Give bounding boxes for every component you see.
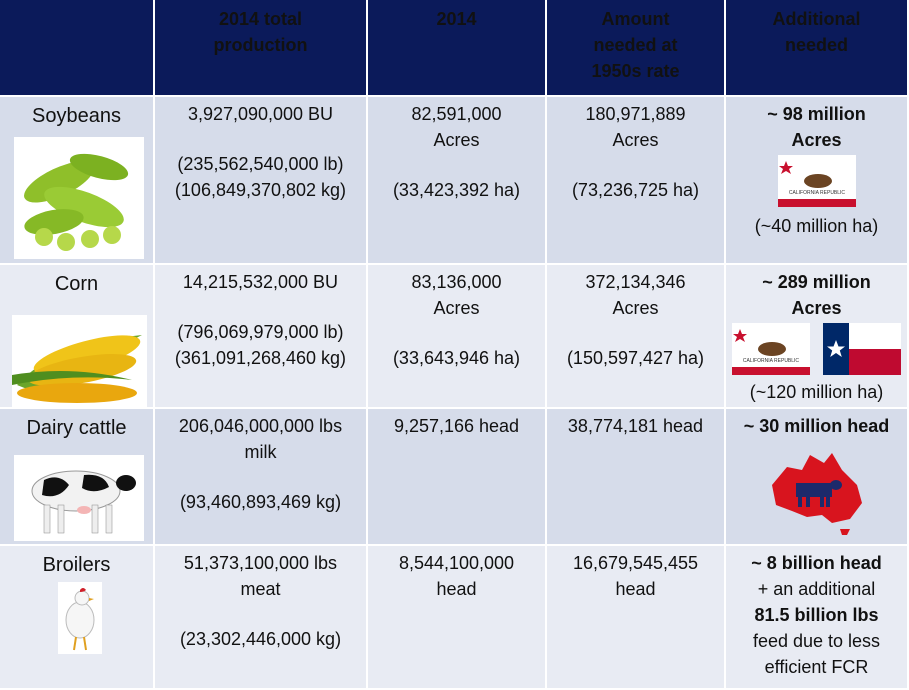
value-line: 206,046,000,000 lbs <box>178 416 343 436</box>
header-line: needed at <box>593 35 678 55</box>
value-line: ~ 30 million head <box>743 416 890 436</box>
value-line: (~40 million ha) <box>754 216 879 236</box>
crop-name: Soybeans <box>32 105 121 127</box>
dairy-production: 206,046,000,000 lbs milk (93,460,893,469… <box>155 409 368 546</box>
value-line: (23,302,446,000 kg) <box>179 629 342 649</box>
value-line: head <box>615 579 656 599</box>
value-line: + an additional <box>757 579 876 599</box>
value-line: Acres <box>433 130 480 150</box>
header-line: production <box>213 35 308 55</box>
australia-map-icon <box>771 453 862 535</box>
value-line: 372,134,346 <box>585 272 686 292</box>
cow-image <box>14 455 144 541</box>
row-label-broilers: Broilers <box>0 546 155 690</box>
corn-production: 14,215,532,000 BU (796,069,979,000 lb) (… <box>155 265 368 409</box>
header-line: 1950s rate <box>591 61 680 81</box>
value-line: ~ 8 billion head <box>751 553 882 573</box>
svg-text:CALIFORNIA REPUBLIC: CALIFORNIA REPUBLIC <box>788 190 845 196</box>
row-label-soybeans: Soybeans <box>0 97 155 265</box>
value-line: 38,774,181 head <box>567 416 704 436</box>
value-line: ~ 289 million <box>762 272 871 292</box>
dairy-2014: 9,257,166 head <box>368 409 547 546</box>
header-line: Additional <box>772 9 861 29</box>
broilers-needed: 16,679,545,455 head <box>547 546 726 690</box>
value-line: Acres <box>612 298 659 318</box>
value-line: (73,236,725 ha) <box>571 180 700 200</box>
broilers-production: 51,373,100,000 lbs meat (23,302,446,000 … <box>155 546 368 690</box>
value-line: (93,460,893,469 kg) <box>179 492 342 512</box>
header-line: 2014 <box>436 9 477 29</box>
dairy-needed: 38,774,181 head <box>547 409 726 546</box>
crop-name: Broilers <box>42 554 111 576</box>
dairy-additional: ~ 30 million head <box>726 409 909 546</box>
corn-image <box>12 315 147 407</box>
value-line: 14,215,532,000 BU <box>182 272 339 292</box>
value-line: (235,562,540,000 lb) <box>177 154 344 174</box>
soybean-image <box>14 137 144 259</box>
value-line: feed due to less <box>752 631 881 651</box>
california-flag-icon: CALIFORNIA REPUBLIC <box>777 155 856 207</box>
soybeans-production: 3,927,090,000 BU (235,562,540,000 lb) (1… <box>155 97 368 265</box>
value-line: (796,069,979,000 lb) <box>177 322 344 342</box>
soybeans-needed: 180,971,889 Acres (73,236,725 ha) <box>547 97 726 265</box>
value-line: Acres <box>612 130 659 150</box>
chicken-image <box>58 582 102 654</box>
crop-name: Dairy cattle <box>26 417 127 439</box>
value-line: 82,591,000 <box>411 104 502 124</box>
value-line: 180,971,889 <box>585 104 686 124</box>
value-line: ~ 98 million <box>767 104 866 124</box>
value-line: (~120 million ha) <box>749 382 884 402</box>
california-flag-icon: CALIFORNIA REPUBLIC <box>731 323 810 375</box>
soybeans-additional: ~ 98 million Acres CALIFORNIA REPUBLIC (… <box>726 97 909 265</box>
corn-additional: ~ 289 million Acres CALIFORNIA REPUBLIC … <box>726 265 909 409</box>
corn-2014: 83,136,000 Acres (33,643,946 ha) <box>368 265 547 409</box>
broilers-additional: ~ 8 billion head + an additional 81.5 bi… <box>726 546 909 690</box>
row-label-corn: Corn <box>0 265 155 409</box>
value-line: (106,849,370,802 kg) <box>174 180 347 200</box>
value-line: Acres <box>433 298 480 318</box>
header-line: needed <box>784 35 849 55</box>
broilers-2014: 8,544,100,000 head <box>368 546 547 690</box>
header-empty-cell <box>0 0 155 97</box>
value-line: 81.5 billion lbs <box>754 605 879 625</box>
row-label-dairy-cattle: Dairy cattle <box>0 409 155 546</box>
value-line: (33,423,392 ha) <box>392 180 521 200</box>
texas-flag-icon <box>823 323 901 375</box>
svg-text:CALIFORNIA REPUBLIC: CALIFORNIA REPUBLIC <box>743 358 800 364</box>
value-line: (361,091,268,460 kg) <box>174 348 347 368</box>
soybeans-2014: 82,591,000 Acres (33,423,392 ha) <box>368 97 547 265</box>
header-line: Amount <box>601 9 670 29</box>
value-line: Acres <box>791 130 842 150</box>
flags-group: CALIFORNIA REPUBLIC <box>726 323 907 377</box>
value-line: 8,544,100,000 <box>398 553 515 573</box>
header-line: 2014 total <box>218 9 303 29</box>
value-line: 51,373,100,000 lbs <box>183 553 338 573</box>
corn-needed: 372,134,346 Acres (150,597,427 ha) <box>547 265 726 409</box>
value-line: 83,136,000 <box>411 272 502 292</box>
value-line: (150,597,427 ha) <box>566 348 705 368</box>
value-line: milk <box>244 442 277 462</box>
value-line: Acres <box>791 298 842 318</box>
header-amount-needed: Amount needed at 1950s rate <box>547 0 726 97</box>
header-2014-total-production: 2014 total production <box>155 0 368 97</box>
value-line: efficient FCR <box>764 657 869 677</box>
header-2014: 2014 <box>368 0 547 97</box>
value-line: head <box>436 579 477 599</box>
value-line: 9,257,166 head <box>393 416 520 436</box>
crop-name: Corn <box>54 273 99 295</box>
value-line: meat <box>240 579 281 599</box>
value-line: 3,927,090,000 BU <box>187 104 334 124</box>
value-line: 16,679,545,455 <box>572 553 699 573</box>
value-line: (33,643,946 ha) <box>392 348 521 368</box>
header-additional-needed: Additional needed <box>726 0 909 97</box>
